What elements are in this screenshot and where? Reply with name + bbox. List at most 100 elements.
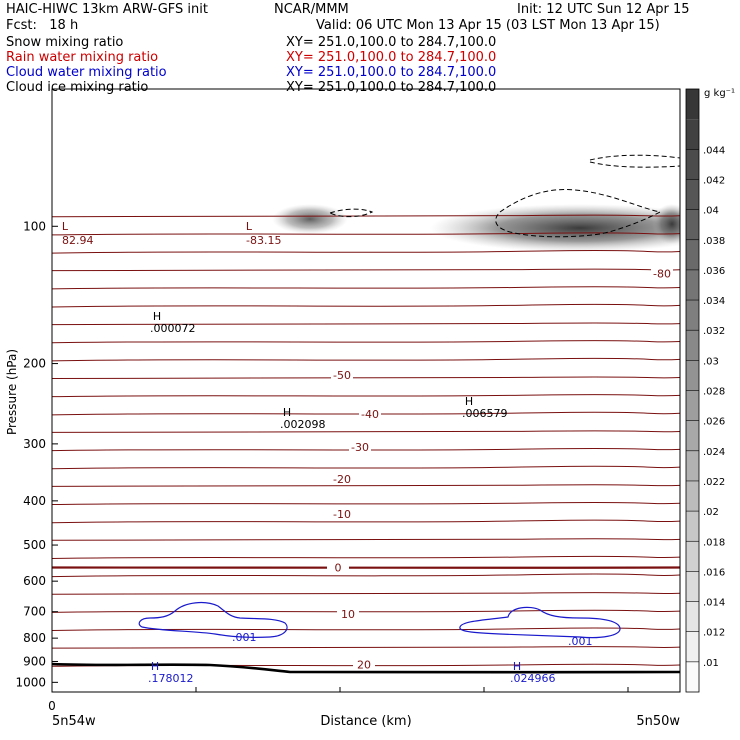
contour-label-bg <box>337 607 359 620</box>
field-snow-label: Snow mixing ratio <box>6 35 124 50</box>
extremum-type: L <box>246 220 253 233</box>
colorbar: .01 .012 .014 .016 .018 .02 .022 .024 .026 .028 .0… <box>685 88 725 693</box>
temperature-contour <box>52 249 680 254</box>
extremum-type: H <box>465 395 473 408</box>
extrema-labels: L82.94L-83.15H.000072H.002098H.006579H.1… <box>62 220 556 685</box>
colorbar-swatch <box>686 511 699 542</box>
y-tick-label: 800 <box>23 631 46 645</box>
extremum-value: .000072 <box>150 322 196 335</box>
temperature-contour <box>52 538 680 541</box>
temperature-contour <box>52 322 680 326</box>
extremum-value: .002098 <box>280 418 326 431</box>
extremum-type: H <box>153 310 161 323</box>
y-tick-label: 100 <box>23 219 46 233</box>
temperature-contour <box>52 340 680 344</box>
cloud-water-contours <box>138 601 621 639</box>
field-cloud-ice-xy: XY= 251.0,100.0 to 284.7,100.0 <box>286 80 497 95</box>
x-axis-title: Distance (km) <box>320 714 411 729</box>
shade-blob-east <box>430 204 680 252</box>
y-axis-title: Pressure (hPa) <box>5 349 19 435</box>
temperature-contour <box>52 627 680 632</box>
freezing-level-contour <box>52 566 680 569</box>
colorbar-tick-label: .02 <box>703 507 719 518</box>
colorbar-swatch <box>686 269 699 301</box>
extremum-value: -83.15 <box>246 234 281 247</box>
temperature-contour <box>52 394 680 398</box>
snow-contour-upper <box>589 154 680 168</box>
extremum-value: .024966 <box>510 672 556 685</box>
colorbar-tick-label: .022 <box>703 477 725 488</box>
colorbar-swatch <box>686 209 699 240</box>
contour-label-bg <box>353 658 375 671</box>
colorbar-swatch <box>686 541 699 572</box>
colorbar-tick-label: .03 <box>703 356 719 367</box>
contour-label-bg <box>349 441 371 454</box>
temperature-contour <box>52 447 680 452</box>
temperature-contour <box>52 609 680 613</box>
shade-blob-west <box>272 204 348 234</box>
x-axis <box>51 687 629 692</box>
temperature-contour <box>52 465 680 470</box>
y-tick-label: 200 <box>23 357 46 371</box>
field-cloud-water-label: Cloud water mixing ratio <box>6 65 167 80</box>
plot-frame <box>51 88 681 693</box>
colorbar-swatch <box>686 601 699 632</box>
y-tick-label: 1000 <box>15 675 46 689</box>
valid-time: Valid: 06 UTC Mon 13 Apr 15 (03 LST Mon … <box>316 18 660 33</box>
temperature-contour-label: -80 <box>653 268 671 281</box>
snow-contour-west <box>328 208 374 218</box>
colorbar-tick-label: .04 <box>703 206 719 217</box>
colorbar-swatch <box>686 179 699 210</box>
temperature-contours <box>52 214 680 667</box>
colorbar-tick-label: .016 <box>703 567 725 578</box>
contour-label-bg <box>331 507 353 520</box>
temperature-contour-label: -20 <box>333 473 351 486</box>
extremum-value: .006579 <box>462 407 508 420</box>
extremum-value: 82.94 <box>62 234 94 247</box>
colorbar-swatch <box>686 330 699 361</box>
contour-label-bg <box>331 472 353 485</box>
init-time: Init: 12 UTC Sun 12 Apr 15 <box>517 2 690 17</box>
cloud-water-label: .001 <box>568 635 593 648</box>
colorbar-swatch <box>686 149 699 180</box>
temperature-contour <box>52 592 680 595</box>
temperature-contour-labels: -80 -50 -40 -30 -20 -10 0 10 20 <box>327 267 673 672</box>
extremum-type: L <box>62 220 69 233</box>
y-tick-label: 600 <box>23 574 46 588</box>
colorbar-tick-label: .044 <box>703 145 725 156</box>
colorbar-tick-label: .014 <box>703 598 725 609</box>
cloud-water-contour-west <box>138 601 288 638</box>
y-tick-label: 400 <box>23 494 46 508</box>
colorbar-tick-label: .038 <box>703 236 725 247</box>
colorbar-tick-label: .034 <box>703 296 725 307</box>
colorbar-tick-label: .01 <box>703 658 719 669</box>
extremum-type: H <box>513 660 521 673</box>
temperature-contour <box>52 214 680 218</box>
field-snow-xy: XY= 251.0,100.0 to 284.7,100.0 <box>286 35 497 50</box>
colorbar-tick-label: .026 <box>703 417 725 428</box>
temperature-contour <box>52 519 680 524</box>
temperature-contour <box>52 501 680 506</box>
field-rain-label: Rain water mixing ratio <box>6 50 159 65</box>
snow-contours <box>328 154 680 238</box>
temperature-contour <box>52 286 680 290</box>
temperature-contour <box>52 357 680 362</box>
contour-label-bg <box>327 561 349 574</box>
temperature-contour <box>52 376 680 379</box>
y-tick-label: 700 <box>23 605 46 619</box>
temperature-contour <box>52 268 680 272</box>
x-right-location: 5n50w <box>636 714 680 729</box>
temperature-contour-label: 20 <box>357 659 371 672</box>
temperature-contour-label: -40 <box>361 408 379 421</box>
colorbar-tick-label: .042 <box>703 175 725 186</box>
colorbar-tick-label: .024 <box>703 447 725 458</box>
temperature-contour <box>52 303 680 308</box>
temperature-contour <box>52 555 680 559</box>
field-rain-xy: XY= 251.0,100.0 to 284.7,100.0 <box>286 50 497 65</box>
extremum-type: H <box>151 660 159 673</box>
temperature-contour <box>52 646 680 649</box>
contour-label-bg <box>651 267 673 280</box>
cloud-water-contour-east <box>459 606 621 639</box>
colorbar-swatch <box>686 89 699 120</box>
temperature-contour-label: -10 <box>333 508 351 521</box>
